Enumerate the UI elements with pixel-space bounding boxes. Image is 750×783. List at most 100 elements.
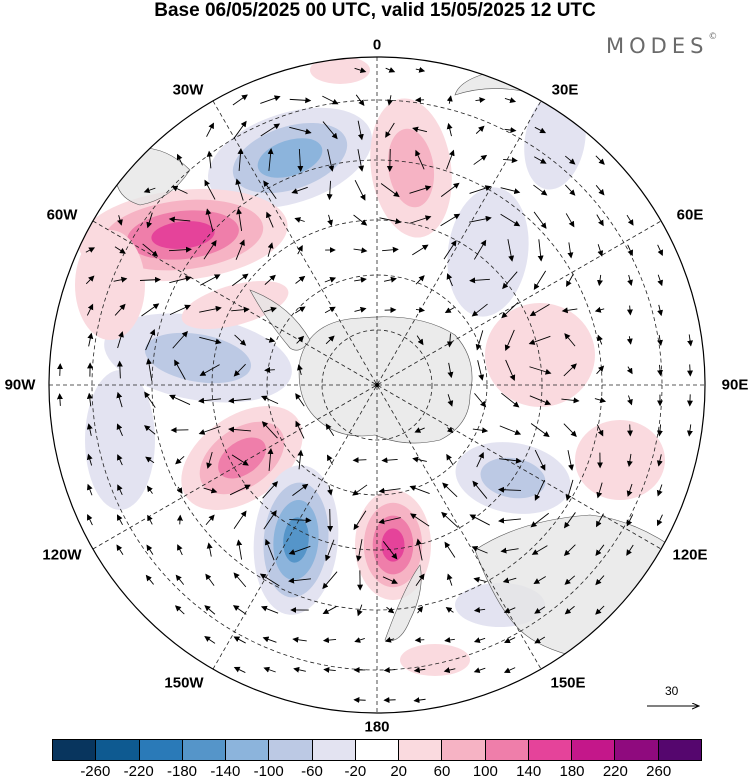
- wind-arrow: [86, 423, 93, 436]
- wind-arrow: [354, 276, 367, 283]
- wind-arrow: [200, 274, 221, 286]
- wind-arrow: [357, 120, 364, 141]
- wind-arrow: [117, 215, 123, 226]
- wind-arrow: [117, 484, 123, 496]
- colorbar-segment: [95, 740, 139, 760]
- wind-arrow: [498, 486, 522, 493]
- wind-arrow: [264, 366, 275, 373]
- longitude-label: 120W: [42, 546, 82, 564]
- anomaly-contour: [381, 528, 405, 562]
- wind-arrow: [412, 456, 427, 463]
- wind-arrow: [292, 483, 309, 496]
- wind-arrow: [534, 636, 546, 644]
- wind-arrow: [169, 304, 191, 316]
- wind-arrow: [87, 332, 94, 347]
- wind-arrow: [353, 696, 366, 703]
- colorbar-tick-label: 60: [433, 763, 451, 780]
- wind-arrow: [176, 486, 183, 494]
- wind-arrow: [529, 395, 552, 406]
- wind-arrow: [528, 335, 551, 345]
- wind-arrow: [260, 95, 281, 104]
- wind-arrow: [233, 120, 247, 139]
- wind-arrow: [143, 187, 156, 194]
- wind-arrow: [354, 637, 365, 643]
- wind-arrow: [355, 94, 365, 107]
- wind-arrow: [473, 239, 487, 260]
- wind-arrow: [414, 636, 425, 643]
- wind-arrow: [382, 246, 399, 253]
- wind-arrow: [356, 604, 363, 617]
- wind-arrow: [502, 577, 517, 584]
- anomaly-contour: [144, 332, 252, 384]
- wind-arrow: [446, 453, 454, 466]
- wind-arrow: [656, 454, 663, 467]
- wind-arrow: [353, 214, 368, 226]
- wind-arrow: [289, 97, 312, 104]
- wind-arrow: [446, 426, 454, 434]
- longitude-label: 30W: [172, 81, 204, 99]
- wind-arrow: [413, 667, 426, 674]
- wind-arrow: [295, 275, 306, 284]
- wind-arrow: [116, 391, 123, 408]
- wind-arrow: [172, 331, 188, 349]
- wind-arrow: [146, 485, 153, 494]
- wind-arrow: [260, 605, 279, 614]
- wind-arrow: [381, 457, 398, 464]
- wind-arrow: [530, 512, 549, 528]
- wind-arrow: [292, 636, 307, 643]
- latitude-circle: [91, 99, 663, 671]
- wind-arrow: [378, 487, 401, 494]
- wind-arrow: [144, 425, 156, 435]
- wind-arrow: [475, 97, 486, 104]
- map-title: Base 06/05/2025 00 UTC, valid 15/05/2025…: [154, 0, 596, 21]
- wind-arrow: [444, 541, 456, 558]
- wind-arrow: [409, 185, 432, 194]
- wind-arrow: [565, 479, 574, 502]
- colorbar-tick-label: -260: [80, 763, 111, 780]
- wind-arrow: [473, 607, 486, 613]
- wind-arrow: [446, 573, 453, 586]
- wind-arrow: [534, 479, 546, 501]
- wind-arrow: [385, 122, 395, 138]
- wind-arrow: [475, 330, 484, 351]
- colorbar-tick-label: 20: [390, 763, 407, 780]
- colorbar-segment: [441, 740, 485, 760]
- wind-arrow: [266, 211, 274, 228]
- wind-arrow: [626, 305, 633, 316]
- colorbar-tick-label: -100: [253, 763, 284, 780]
- wind-arrow: [204, 636, 216, 644]
- wind-arrow: [353, 510, 367, 531]
- wind-arrow: [324, 277, 337, 283]
- wind-arrow: [262, 481, 279, 499]
- wind-arrow: [327, 214, 333, 227]
- wind-arrow: [146, 544, 154, 555]
- wind-arrow: [596, 214, 604, 227]
- wind-arrow: [627, 274, 633, 287]
- longitude-label: 90E: [721, 376, 749, 394]
- wind-arrow: [626, 453, 633, 468]
- wind-arrow: [415, 66, 426, 73]
- wind-arrow: [114, 303, 126, 316]
- wind-arrow: [500, 187, 521, 195]
- wind-arrow: [386, 148, 393, 172]
- wind-arrow: [264, 274, 276, 285]
- wind-arrow: [233, 363, 246, 377]
- wind-arrow: [322, 606, 337, 615]
- wind-arrow: [261, 421, 278, 439]
- colorbar-segment: [311, 740, 355, 760]
- wind-arrow: [529, 366, 552, 375]
- wind-arrow: [656, 424, 663, 437]
- colorbar: [52, 739, 702, 761]
- anomaly-contour: [218, 437, 266, 479]
- wind-arrow: [533, 576, 546, 584]
- wind-arrow: [355, 539, 363, 562]
- wind-arrow: [322, 95, 339, 105]
- wind-arrow: [327, 508, 334, 532]
- anomaly-contour: [151, 221, 215, 249]
- wind-arrow: [295, 393, 305, 407]
- meridian-line: [212, 100, 542, 670]
- wind-arrow: [229, 484, 251, 496]
- wind-arrow: [322, 571, 338, 590]
- wind-arrow: [626, 336, 633, 345]
- landmass: [384, 564, 422, 642]
